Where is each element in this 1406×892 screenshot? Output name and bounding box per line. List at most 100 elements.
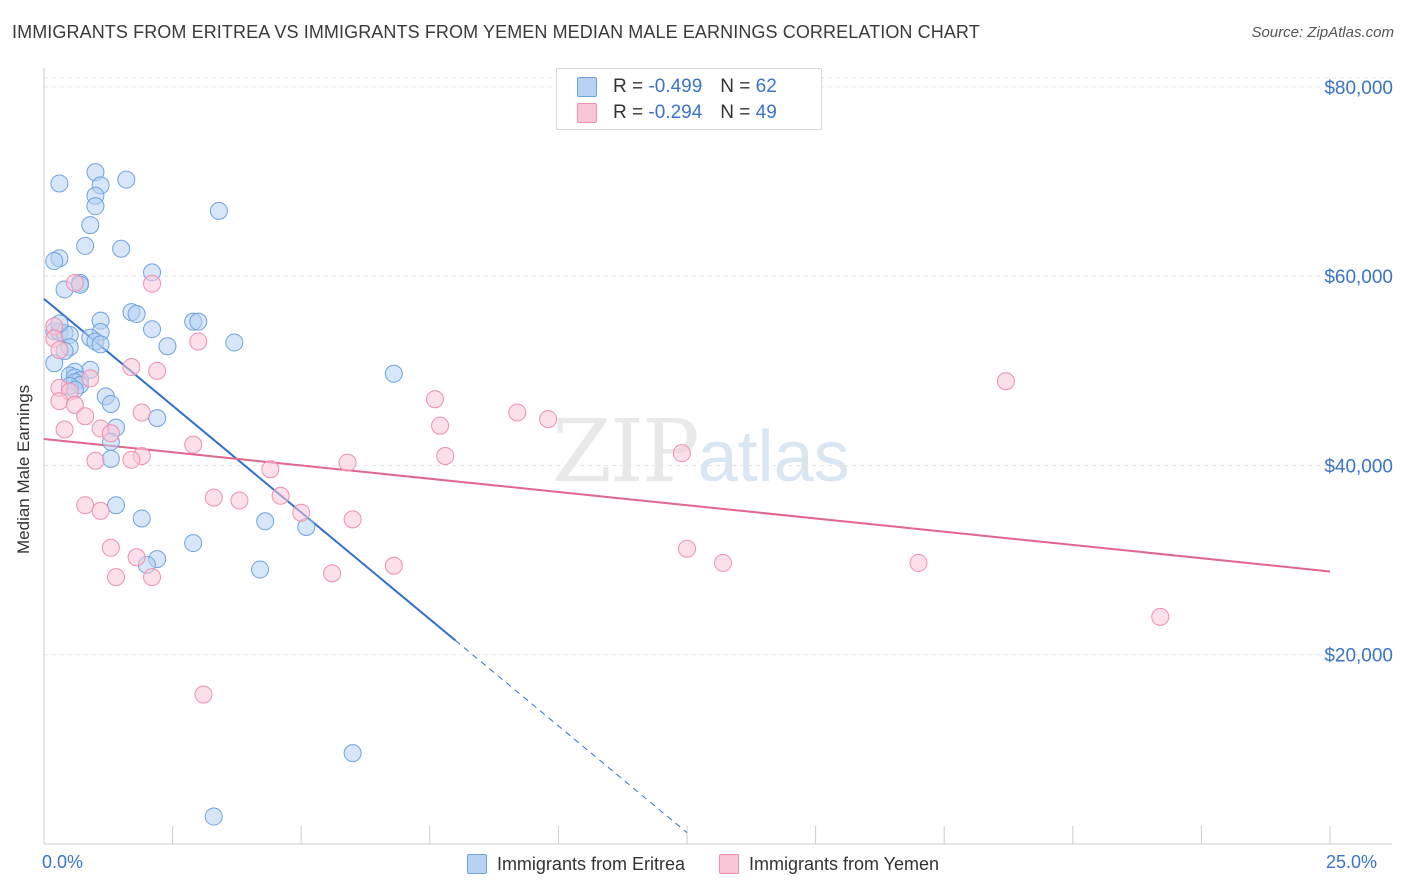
point-eritrea [107,496,126,515]
y-tick-label: $40,000 [1324,456,1393,477]
point-yemen [50,341,69,360]
y-tick-label: $60,000 [1324,267,1393,288]
point-eritrea [112,239,131,258]
legend-label-eritrea: Immigrants from Eritrea [496,853,685,874]
legend-row-eritrea: R = -0.499 N = 62 [577,75,777,99]
source-label: Source: ZipAtlas.com [1251,24,1394,41]
data-points [45,163,1170,826]
point-eritrea [50,174,69,193]
point-yemen [292,503,311,522]
point-yemen [91,501,110,520]
axes [43,68,1392,845]
point-eritrea [225,333,244,352]
point-yemen [909,553,928,572]
point-eritrea [251,560,270,579]
point-eritrea [158,337,177,356]
legend-swatch-yemen [577,103,597,123]
watermark: ZIPatlas [552,402,850,502]
legend-swatch-yemen [718,854,739,874]
point-eritrea [127,305,146,324]
point-yemen [86,451,105,470]
point-yemen [189,332,208,351]
point-yemen [101,424,120,443]
legend-swatch-eritrea [577,77,597,97]
point-yemen [101,538,120,557]
x-tick-label-max: 25.0% [1326,852,1378,872]
point-eritrea [343,744,362,763]
point-eritrea [384,364,403,383]
point-yemen [425,390,444,409]
point-eritrea [204,807,223,826]
point-yemen [1151,607,1170,626]
point-yemen [107,568,126,587]
legend-r-label: R = [613,102,644,123]
point-yemen [714,553,733,572]
legend-n-value: 49 [755,102,777,123]
point-eritrea [189,312,208,331]
legend-r-value: -0.499 [648,76,703,97]
point-yemen [323,564,342,583]
point-eritrea [101,394,120,413]
point-eritrea [76,236,95,255]
point-eritrea [86,197,105,216]
y-tick-label: $80,000 [1324,78,1393,99]
point-eritrea [45,252,64,271]
point-yemen [184,435,203,454]
legend-n-value: 62 [755,76,777,97]
point-yemen [672,444,691,463]
point-yemen [76,407,95,426]
point-yemen [143,274,162,293]
point-yemen [539,410,558,429]
y-tick-labels: $20,000 $40,000 $60,000 $80,000 [1324,78,1393,667]
point-yemen [65,395,84,414]
correlation-legend: R = -0.499 N = 62 R = -0.294 N = 49 [556,68,822,130]
point-yemen [81,369,100,388]
point-yemen [132,403,151,422]
y-tick-label: $20,000 [1324,646,1393,667]
trend-line-eritrea-extension [455,640,688,834]
point-yemen [122,358,141,377]
point-yemen [678,539,696,558]
y-axis-label: Median Male Earnings [14,384,33,554]
point-yemen [148,361,167,380]
point-yemen [431,416,450,435]
point-yemen [122,450,141,469]
point-yemen [343,510,362,529]
point-yemen [508,403,527,422]
point-yemen [230,491,249,510]
legend-label-yemen: Immigrants from Yemen [748,853,940,874]
point-yemen [143,568,162,587]
trend-lines [43,298,1331,834]
legend-n-label: N = [720,102,751,123]
point-eritrea [81,216,100,235]
trend-line-eritrea [43,298,457,642]
point-yemen [55,420,74,439]
point-eritrea [209,201,228,220]
point-eritrea [91,335,110,354]
legend-row-yemen: R = -0.294 N = 49 [577,101,777,125]
series-legend: Immigrants from Eritrea Immigrants from … [0,852,1406,876]
point-eritrea [143,320,162,339]
point-eritrea [184,534,203,553]
point-yemen [194,685,213,704]
trend-line-yemen [43,437,1331,573]
point-eritrea [132,509,151,528]
x-tick-label-min: 0.0% [42,852,84,872]
legend-item-yemen[interactable]: Immigrants from Yemen [718,853,940,875]
point-yemen [76,496,95,515]
point-eritrea [148,409,167,428]
point-yemen [384,556,403,575]
point-yemen [338,453,357,472]
point-yemen [271,486,290,505]
legend-item-eritrea[interactable]: Immigrants from Eritrea [466,853,685,875]
point-yemen [204,488,223,507]
point-yemen [50,392,69,411]
point-eritrea [256,512,275,531]
chart-title: IMMIGRANTS FROM ERITREA VS IMMIGRANTS FR… [12,22,980,42]
point-yemen [65,273,84,292]
legend-swatch-eritrea [466,854,487,874]
point-eritrea [101,449,120,468]
legend-r-value: -0.294 [648,102,703,123]
point-eritrea [117,170,136,189]
